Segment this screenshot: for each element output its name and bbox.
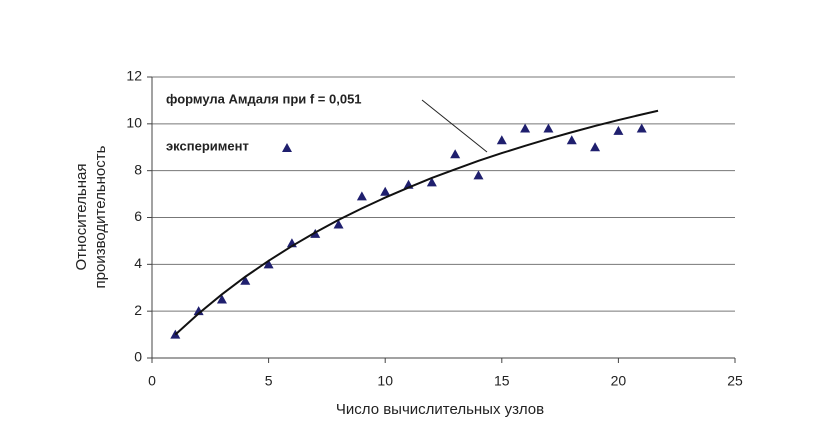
data-point bbox=[473, 170, 484, 180]
data-point bbox=[333, 219, 344, 229]
data-point bbox=[426, 177, 437, 187]
data-point bbox=[590, 142, 601, 152]
x-tick-label: 25 bbox=[727, 373, 743, 389]
data-point bbox=[193, 306, 204, 316]
x-tick-label: 5 bbox=[265, 373, 273, 389]
data-point bbox=[566, 135, 577, 145]
legend-label: эксперимент bbox=[166, 138, 249, 153]
y-axis-label: производительность bbox=[92, 145, 109, 288]
y-axis-label: Относительная bbox=[73, 164, 90, 271]
legend-marker bbox=[282, 143, 292, 152]
data-point bbox=[496, 135, 507, 145]
x-tick-label: 10 bbox=[377, 373, 393, 389]
y-tick-label: 10 bbox=[126, 115, 142, 131]
annotation-leader bbox=[421, 99, 488, 153]
data-point bbox=[450, 149, 461, 159]
y-tick-label: 6 bbox=[134, 208, 142, 224]
y-tick-label: 0 bbox=[134, 349, 142, 365]
y-tick-label: 2 bbox=[134, 302, 142, 318]
x-tick-label: 15 bbox=[494, 373, 510, 389]
data-point bbox=[636, 123, 647, 133]
data-point bbox=[520, 123, 531, 133]
x-tick-label: 20 bbox=[611, 373, 627, 389]
data-point bbox=[543, 123, 554, 133]
amdahl-curve bbox=[174, 109, 659, 336]
data-point bbox=[263, 259, 274, 269]
x-tick-label: 0 bbox=[148, 373, 156, 389]
data-point bbox=[216, 294, 227, 304]
y-tick-label: 8 bbox=[134, 161, 142, 177]
data-point bbox=[613, 125, 624, 135]
x-axis-label: Число вычислительных узлов bbox=[336, 401, 544, 418]
y-tick-label: 4 bbox=[134, 255, 142, 271]
data-point bbox=[356, 191, 367, 201]
y-tick-label: 12 bbox=[126, 68, 142, 84]
data-point bbox=[240, 275, 251, 285]
data-point bbox=[380, 186, 391, 196]
curve-annotation: формула Амдаля при f = 0,051 bbox=[166, 91, 362, 106]
